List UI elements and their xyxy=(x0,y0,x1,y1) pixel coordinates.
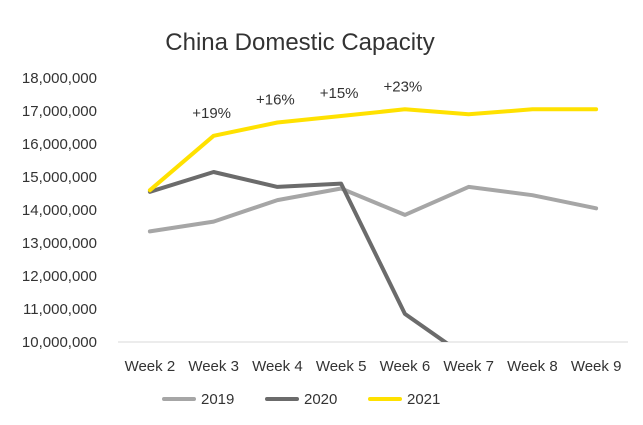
x-tick-label: Week 2 xyxy=(125,358,176,375)
legend-label: 2019 xyxy=(201,391,234,408)
x-tick-label: Week 8 xyxy=(507,358,558,375)
x-tick-label: Week 9 xyxy=(571,358,622,375)
series-lines xyxy=(147,107,599,342)
y-tick-label: 15,000,000 xyxy=(22,169,97,186)
y-tick-label: 14,000,000 xyxy=(22,202,97,219)
series-line-2019 xyxy=(147,184,599,234)
x-tick-label: Week 6 xyxy=(380,358,431,375)
y-tick-label: 11,000,000 xyxy=(23,301,97,318)
annotation-label: +15% xyxy=(320,85,359,102)
series-line-2021 xyxy=(147,107,599,193)
legend-label: 2021 xyxy=(407,391,440,408)
y-tick-label: 18,000,000 xyxy=(22,70,97,87)
series-line-2020 xyxy=(147,170,449,342)
annotation-label: +23% xyxy=(383,78,422,95)
y-tick-label: 12,000,000 xyxy=(22,268,97,285)
legend-label: 2020 xyxy=(304,391,337,408)
annotations: +19% +16% +15% +23% xyxy=(192,78,422,121)
annotation-label: +19% xyxy=(192,105,231,122)
x-tick-label: Week 4 xyxy=(252,358,303,375)
y-tick-label: 17,000,000 xyxy=(22,103,97,120)
x-tick-label: Week 3 xyxy=(188,358,239,375)
y-tick-label: 13,000,000 xyxy=(22,235,97,252)
y-tick-label: 10,000,000 xyxy=(22,334,97,351)
x-tick-label: Week 5 xyxy=(316,358,367,375)
chart-title: China Domestic Capacity xyxy=(165,29,434,56)
x-tick-label: Week 7 xyxy=(443,358,494,375)
annotation-label: +16% xyxy=(256,92,295,109)
y-tick-label: 16,000,000 xyxy=(22,136,97,153)
y-axis-ticks: 10,000,000 11,000,000 12,000,000 13,000,000… xyxy=(22,70,97,351)
x-axis-ticks: Week 2 Week 3 Week 4 Week 5 Week 6 Week 7 Week… xyxy=(125,358,622,375)
legend: 2019 2020 2021 xyxy=(162,391,440,408)
